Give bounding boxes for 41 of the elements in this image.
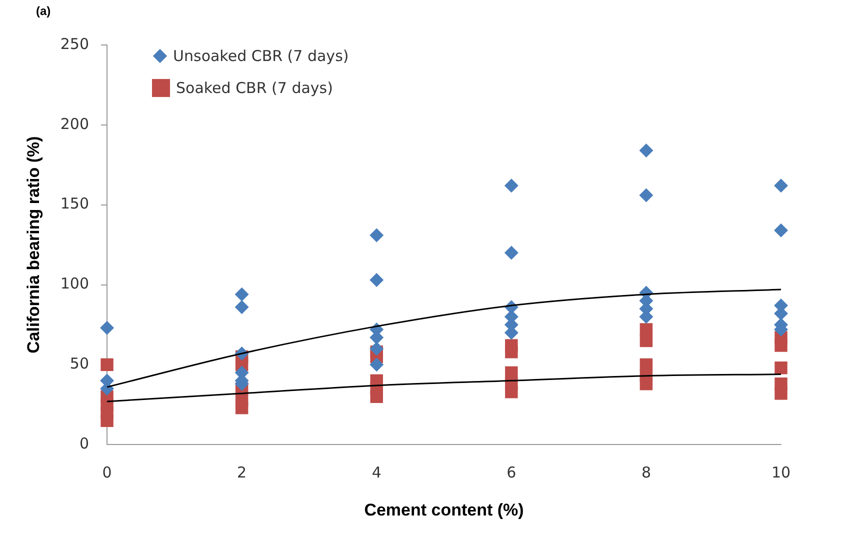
point xyxy=(774,339,788,352)
point xyxy=(774,362,788,374)
point xyxy=(100,320,114,335)
y-tick-label: 150 xyxy=(60,194,90,213)
point xyxy=(505,346,518,358)
x-tick-label: 8 xyxy=(641,463,651,482)
point xyxy=(235,401,248,414)
x-tick-label: 6 xyxy=(506,463,516,482)
point xyxy=(100,358,114,372)
point xyxy=(774,387,788,400)
point xyxy=(640,334,653,348)
point xyxy=(639,143,654,158)
legend-label: Unsoaked CBR (7 days) xyxy=(173,47,349,65)
point xyxy=(370,228,384,242)
y-tick-label: 0 xyxy=(79,434,90,452)
point xyxy=(504,246,518,260)
x-tick-label: 10 xyxy=(771,463,791,482)
point xyxy=(234,300,249,314)
y-tick-label: 200 xyxy=(60,114,90,133)
point xyxy=(774,223,788,238)
x-axis-title: Cement content (%) xyxy=(364,500,524,520)
point xyxy=(774,178,788,193)
y-tick-label: 250 xyxy=(60,34,90,53)
y-tick-label: 100 xyxy=(60,274,90,293)
point xyxy=(370,390,383,404)
point xyxy=(370,272,384,287)
point xyxy=(639,188,654,202)
point xyxy=(505,385,518,398)
y-tick-label: 50 xyxy=(70,354,90,373)
y-axis-title: California bearing ratio (%) xyxy=(24,136,43,354)
legend-label: Soaked CBR (7 days) xyxy=(176,79,333,97)
point xyxy=(640,377,653,390)
point xyxy=(370,358,384,372)
point xyxy=(504,178,518,193)
x-tick-label: 4 xyxy=(372,463,382,482)
point xyxy=(234,287,249,302)
x-tick-label: 2 xyxy=(237,463,247,482)
point xyxy=(370,342,384,356)
text: (a) xyxy=(36,4,51,18)
x-tick-label: 0 xyxy=(102,463,112,482)
point xyxy=(100,414,114,427)
